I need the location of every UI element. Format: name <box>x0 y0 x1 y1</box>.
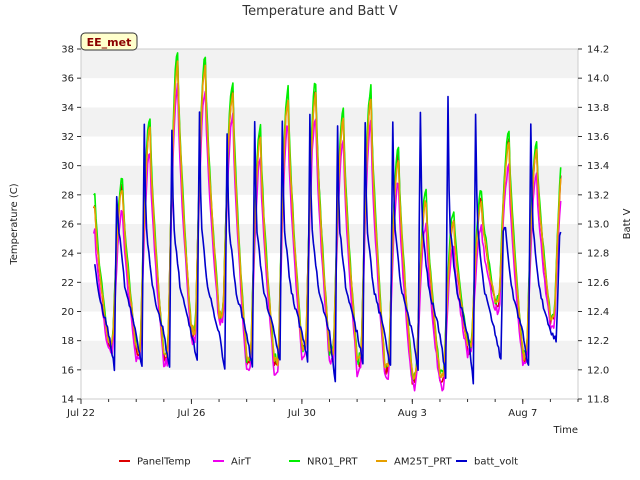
station-label-box: EE_met <box>80 32 138 51</box>
x-tick-label: Jul 30 <box>287 408 316 419</box>
y-left-tick-label: 18 <box>61 336 74 347</box>
legend-label: NR01_PRT <box>307 457 358 468</box>
series-layer <box>92 52 562 392</box>
y-left-tick-label: 20 <box>61 307 74 318</box>
x-tick-label: Aug 3 <box>398 408 427 419</box>
chart-title: Temperature and Batt V <box>241 4 397 19</box>
y-left-tick-label: 22 <box>61 278 74 289</box>
x-axis-label: Time <box>553 425 578 436</box>
y-left-tick-label: 26 <box>61 220 74 231</box>
x-tick-label: Jul 22 <box>66 408 95 419</box>
y-right-tick-label: 12.4 <box>587 307 609 318</box>
background-band <box>81 194 578 224</box>
y-left-tick-label: 24 <box>61 249 74 260</box>
legend: PanelTemp AirT NR01_PRT AM25T_PRT batt_volt <box>119 457 518 468</box>
y-right-tick-label: 13.6 <box>587 132 609 143</box>
x-tick-label: Jul 26 <box>176 408 205 419</box>
y-right-tick-label: 12.0 <box>587 365 609 376</box>
legend-label: AM25T_PRT <box>394 457 453 468</box>
y-left-tick-label: 32 <box>61 132 74 143</box>
legend-label: AirT <box>231 457 252 468</box>
y-right-tick-label: 14.2 <box>587 45 609 56</box>
station-label: EE_met <box>87 36 132 49</box>
y-right-tick-label: 12.8 <box>587 249 609 260</box>
background-band <box>81 136 578 166</box>
y-left-tick-label: 16 <box>61 365 74 376</box>
y-left-tick-label: 34 <box>61 103 74 114</box>
background-band <box>81 282 578 312</box>
legend-label: batt_volt <box>474 457 518 468</box>
y-right-tick-label: 13.0 <box>587 220 609 231</box>
y-axis-label-right: Batt V <box>622 208 633 239</box>
y-right-tick-label: 11.8 <box>587 395 609 406</box>
y-right-tick-label: 13.4 <box>587 161 609 172</box>
background-band <box>81 49 578 79</box>
x-tick-label: Aug 7 <box>508 408 537 419</box>
y-axis-label-left: Temperature (C) <box>9 183 20 265</box>
background-band <box>81 78 578 108</box>
y-left-tick-label: 36 <box>61 74 74 85</box>
background-band <box>81 165 578 195</box>
background-bands <box>81 49 578 399</box>
legend-label: PanelTemp <box>137 457 191 468</box>
axes-layer: 14 16 18 20 22 24 26 28 30 32 34 36 38 11.8 12.0 12.2 12… <box>61 45 609 420</box>
background-band <box>81 107 578 137</box>
y-left-tick-label: 28 <box>61 190 74 201</box>
background-band <box>81 253 578 283</box>
series-line-batt-volt <box>94 95 562 385</box>
y-right-tick-label: 13.8 <box>587 103 609 114</box>
y-left-tick-label: 30 <box>61 161 74 172</box>
y-left-tick-label: 14 <box>61 395 74 406</box>
y-right-tick-label: 13.2 <box>587 190 609 201</box>
y-right-tick-label: 12.2 <box>587 336 609 347</box>
background-band <box>81 369 578 399</box>
y-right-tick-label: 12.6 <box>587 278 609 289</box>
y-right-tick-label: 14.0 <box>587 74 609 85</box>
background-band <box>81 224 578 254</box>
y-left-tick-label: 38 <box>61 45 74 56</box>
